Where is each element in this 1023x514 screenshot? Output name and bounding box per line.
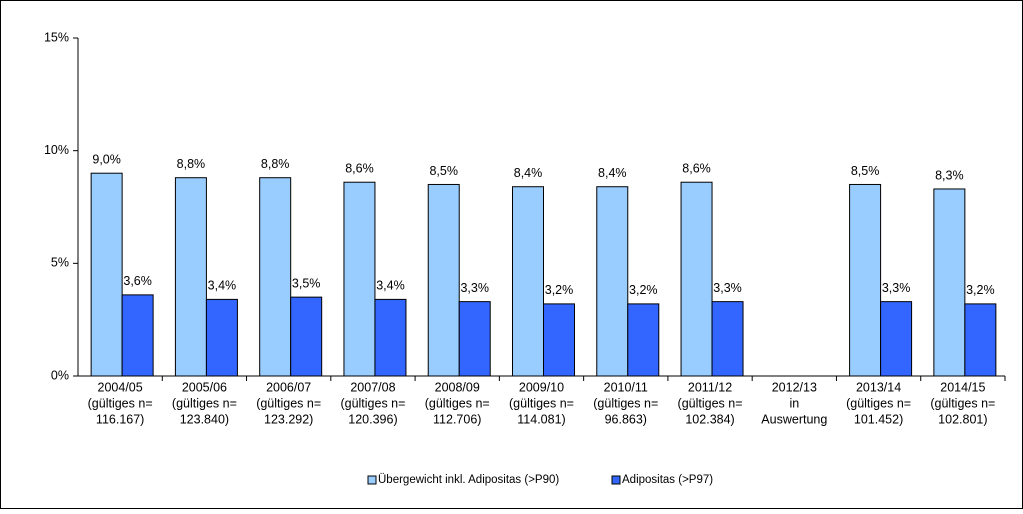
bar (711, 301, 744, 377)
x-tick-label: 2008/09 (435, 380, 480, 394)
x-tick-label: (gültiges n= (930, 396, 995, 410)
legend-swatch (611, 475, 621, 485)
value-label: 8,8% (177, 157, 206, 171)
bar (627, 303, 660, 377)
value-label: 3,3% (713, 281, 742, 295)
y-tick-label: 15% (44, 30, 69, 44)
legend-label: Adipositas (>P97) (622, 474, 713, 486)
x-tick-label: 112.706) (433, 412, 481, 426)
x-tick-label: (gültiges n= (172, 396, 237, 410)
bar (964, 303, 997, 377)
bar (458, 301, 491, 377)
value-label: 9,0% (92, 152, 121, 166)
x-tick-label: 2004/05 (98, 380, 143, 394)
x-tick-label: (gültiges n= (509, 396, 574, 410)
bar (596, 186, 629, 377)
value-label: 8,4% (598, 166, 627, 180)
x-tick-label: 102.384) (685, 412, 734, 426)
bar (90, 172, 123, 377)
value-label: 3,4% (208, 279, 237, 293)
x-tick-label: (gültiges n= (678, 396, 743, 410)
legend-swatch (367, 475, 377, 485)
y-tick-label: 5% (51, 256, 69, 270)
value-label: 3,2% (545, 283, 574, 297)
legend-label: Übergewicht inkl. Adipositas (>P90) (378, 474, 559, 486)
value-label: 8,5% (429, 164, 458, 178)
x-tick-label: 114.081) (517, 412, 565, 426)
x-tick-label: (gültiges n= (593, 396, 658, 410)
x-tick-label: 2006/07 (266, 380, 311, 394)
bar (543, 303, 575, 377)
x-tick-label: (gültiges n= (425, 396, 490, 410)
value-label: 3,5% (292, 276, 321, 290)
x-tick-label: in (789, 396, 799, 410)
x-tick-label: 123.292) (264, 412, 313, 426)
bar (680, 181, 713, 377)
y-tick-label: 10% (44, 143, 69, 157)
bar (290, 296, 323, 377)
x-tick-label: (gültiges n= (846, 396, 911, 410)
x-tick-label: 2014/15 (940, 380, 985, 394)
value-label: 3,6% (123, 274, 152, 288)
x-tick-label: 2010/11 (604, 380, 648, 394)
x-tick-label: 96.863) (605, 412, 647, 426)
bar (849, 183, 882, 377)
value-label: 3,3% (882, 281, 911, 295)
x-tick-label: 2009/10 (519, 380, 564, 394)
bar (205, 298, 238, 377)
bar (121, 294, 154, 377)
x-tick-label: (gültiges n= (88, 396, 153, 410)
bar (427, 183, 460, 377)
value-label: 8,3% (935, 168, 964, 182)
x-tick-label: 2007/08 (350, 380, 395, 394)
x-tick-label: 102.801) (938, 412, 987, 426)
bar (374, 298, 407, 377)
value-label: 3,2% (629, 283, 658, 297)
value-label: 8,6% (345, 162, 374, 176)
x-tick-label: 101.452) (854, 412, 903, 426)
x-tick-label: 2013/14 (856, 380, 901, 394)
x-tick-label: 2012/13 (772, 380, 817, 394)
bar (933, 188, 966, 377)
x-tick-label: (gültiges n= (340, 396, 405, 410)
value-label: 3,2% (966, 283, 995, 297)
y-tick-label: 0% (51, 368, 69, 382)
value-label: 8,6% (682, 162, 711, 176)
value-label: 3,4% (376, 279, 405, 293)
x-tick-label: 2011/12 (688, 380, 732, 394)
bar (259, 177, 292, 377)
x-tick-label: 116.167) (96, 412, 144, 426)
x-tick-label: 2005/06 (182, 380, 227, 394)
value-label: 8,5% (851, 164, 880, 178)
value-label: 8,4% (514, 166, 543, 180)
bar (174, 177, 207, 377)
bar (880, 301, 913, 377)
bar (512, 186, 544, 377)
x-tick-label: Auswertung (761, 412, 827, 426)
x-tick-label: 123.840) (180, 412, 229, 426)
x-tick-label: (gültiges n= (256, 396, 321, 410)
x-tick-label: 120.396) (348, 412, 397, 426)
value-label: 3,3% (460, 281, 489, 295)
value-label: 8,8% (261, 157, 290, 171)
bar (343, 181, 376, 377)
